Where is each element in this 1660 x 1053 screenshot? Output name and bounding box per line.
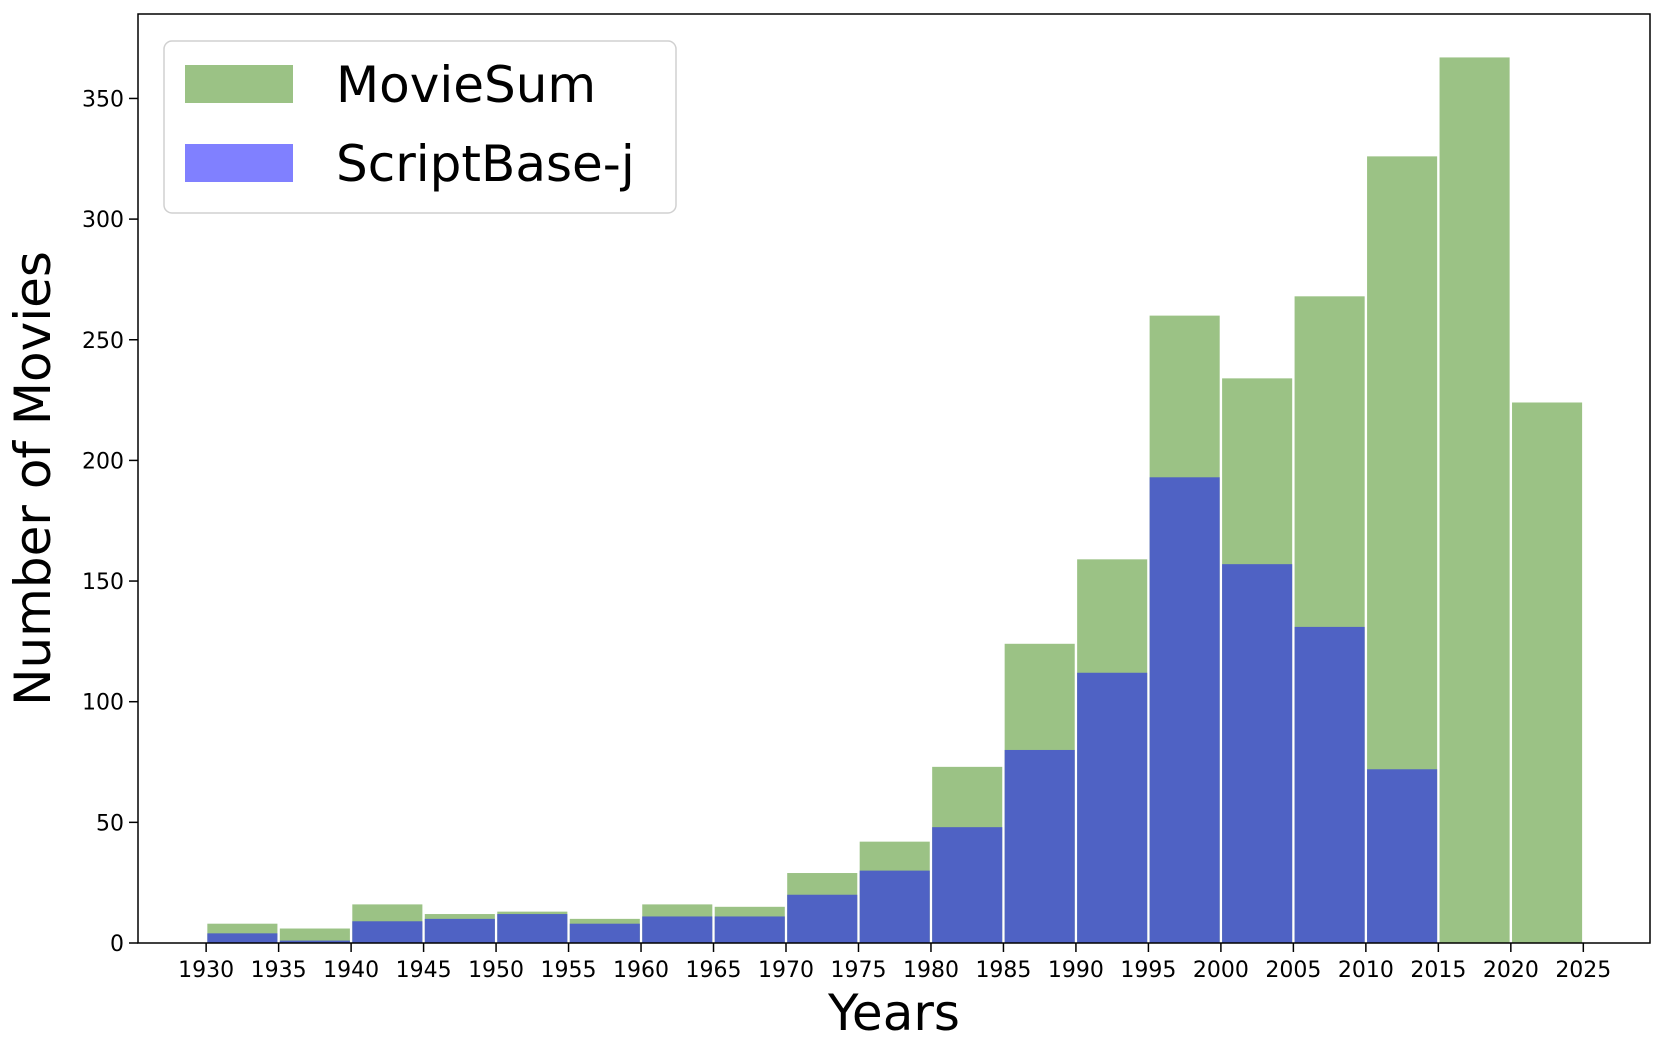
y-tick-label-200: 200 [82,449,124,474]
x-tick-label-1975: 1975 [830,958,886,983]
y-tick-label-100: 100 [82,691,124,716]
scriptbase-bar-1995 [1149,477,1220,943]
x-tick-label-1940: 1940 [323,958,379,983]
y-tick-label-0: 0 [110,932,124,957]
x-axis-title: Years [827,984,960,1042]
plot-area-frame [137,13,1651,944]
x-tick-label-2020: 2020 [1483,958,1539,983]
y-tick-label-150: 150 [82,570,124,595]
scriptbase-bar-1985 [1004,749,1075,943]
scriptbase-bar-1940 [352,921,423,943]
x-tick-label-2015: 2015 [1410,958,1466,983]
scriptbase-bar-2010 [1367,769,1438,943]
scriptbase-bar-1970 [787,894,858,943]
x-tick-label-2005: 2005 [1265,958,1321,983]
x-tick-label-2010: 2010 [1338,958,1394,983]
moviesum-bar-1935 [279,928,350,943]
x-tick-label-1930: 1930 [178,958,234,983]
scriptbase-bar-1935 [279,940,350,943]
x-tick-label-1980: 1980 [903,958,959,983]
scriptbase-bars [207,477,1438,943]
x-tick-label-1995: 1995 [1120,958,1176,983]
x-axis-ticks: 1930 1935 1940 1945 1950 1955 1960 1965 1970 1975… [178,943,1611,983]
x-tick-label-1945: 1945 [396,958,452,983]
scriptbase-bar-1950 [497,914,568,943]
legend-swatch-scriptbase [185,144,293,182]
y-axis-ticks: 0 50 100 150 200 250 300 350 [82,87,138,957]
moviesum-bar-2020 [1512,402,1583,943]
y-tick-label-300: 300 [82,208,124,233]
x-tick-label-2025: 2025 [1555,958,1611,983]
x-tick-label-1970: 1970 [758,958,814,983]
x-tick-label-1965: 1965 [686,958,742,983]
y-tick-label-50: 50 [96,811,124,836]
y-tick-label-350: 350 [82,87,124,112]
legend: MovieSum ScriptBase-j [163,40,677,214]
moviesum-bar-2015 [1439,57,1510,943]
x-tick-label-1935: 1935 [251,958,307,983]
legend-label-scriptbase: ScriptBase-j [336,135,635,193]
scriptbase-bar-1945 [424,918,495,943]
x-tick-label-1990: 1990 [1048,958,1104,983]
x-tick-label-1955: 1955 [541,958,597,983]
scriptbase-bar-2005 [1294,626,1365,943]
scriptbase-bar-1930 [207,933,278,943]
x-tick-label-1950: 1950 [468,958,524,983]
x-tick-label-1985: 1985 [975,958,1031,983]
scriptbase-bar-1955 [569,923,640,943]
legend-label-moviesum: MovieSum [336,56,596,114]
x-tick-label-2000: 2000 [1193,958,1249,983]
y-axis-title: Number of Movies [4,251,62,706]
scriptbase-bar-2000 [1222,564,1293,943]
scriptbase-bar-1965 [714,916,785,943]
scriptbase-bar-1980 [932,827,1003,943]
legend-swatch-moviesum [185,65,293,103]
x-tick-label-1960: 1960 [613,958,669,983]
scriptbase-bar-1975 [859,870,930,943]
y-tick-label-250: 250 [82,329,124,354]
scriptbase-bar-1960 [642,916,713,943]
scriptbase-bar-1990 [1077,672,1148,943]
